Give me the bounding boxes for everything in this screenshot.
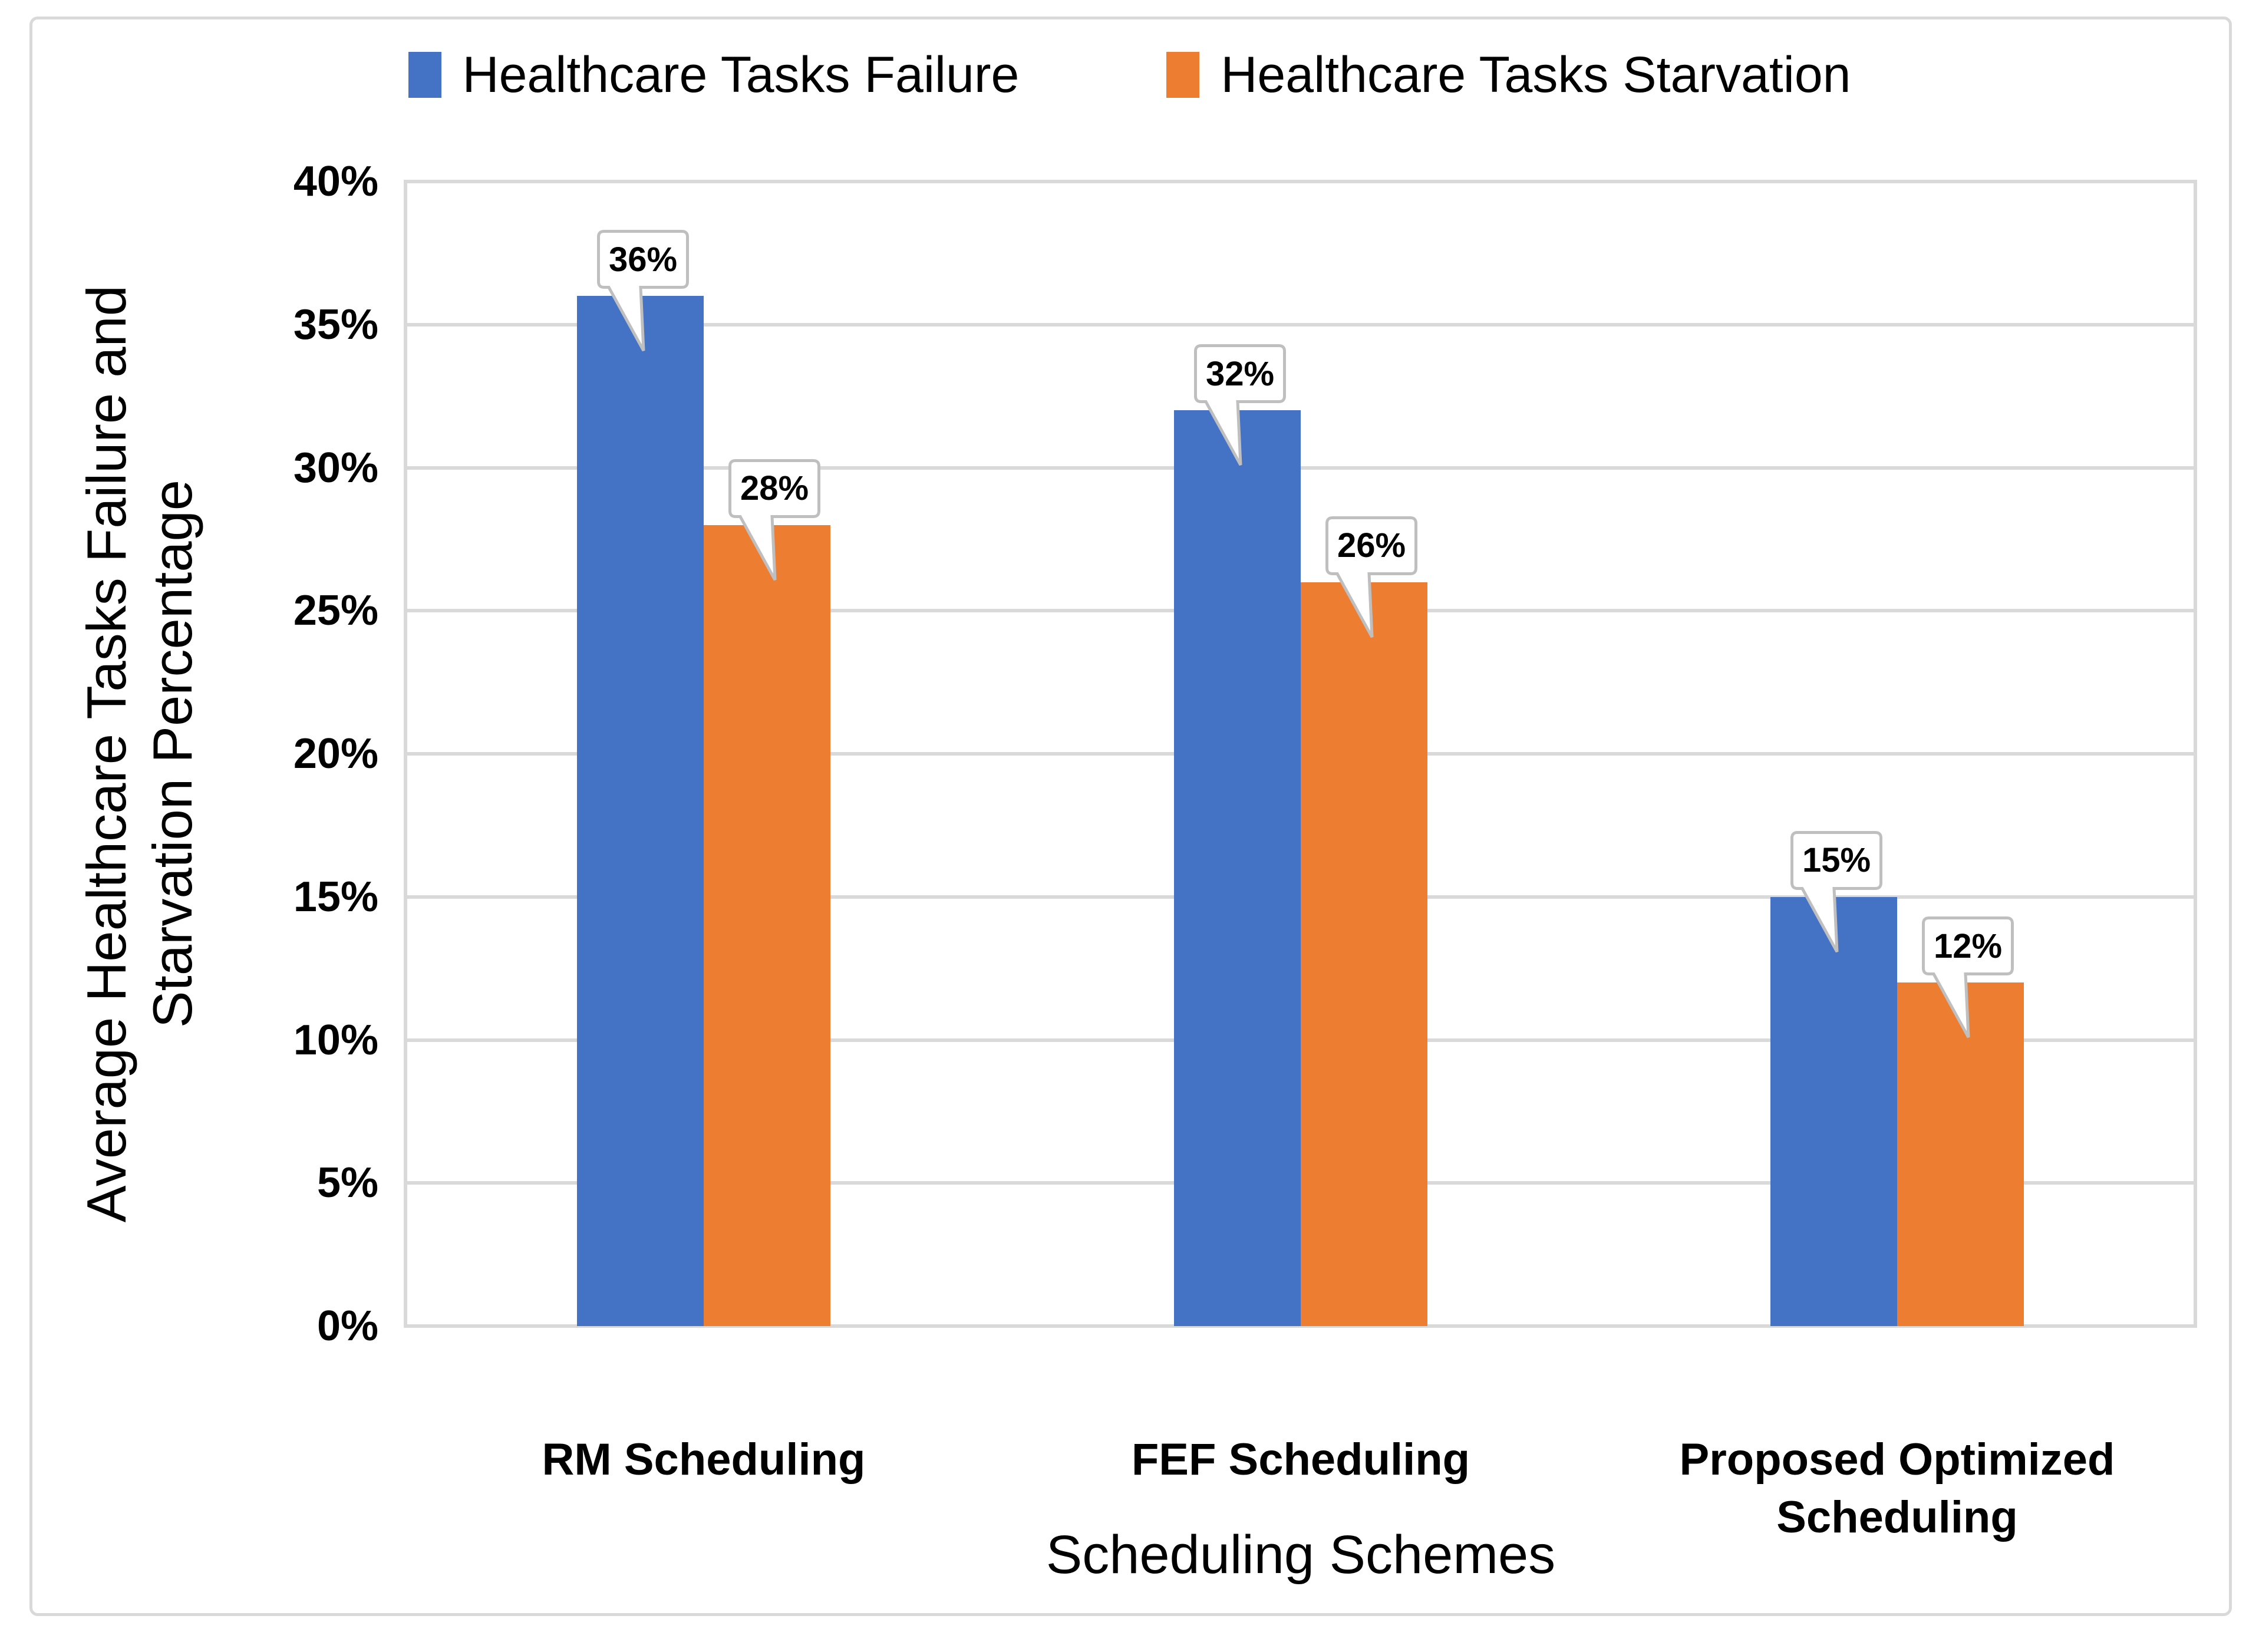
- value-axis-line: [404, 180, 407, 1328]
- bar-healthcare-tasks-failure-proposed-optimized-scheduling: [1770, 896, 1897, 1326]
- data-label-healthcare-tasks-starvation-proposed-optimized-scheduling: 12%: [1933, 926, 2003, 965]
- chart-frame-border: [29, 17, 2232, 1616]
- data-label-callout-pointer: [1194, 344, 1286, 466]
- bar-healthcare-tasks-starvation-fef-scheduling: [1301, 582, 1427, 1326]
- chart-legend: Healthcare Tasks Failure Healthcare Task…: [0, 50, 2259, 100]
- y-tick-label: 25%: [293, 587, 378, 635]
- data-label-healthcare-tasks-failure-proposed-optimized-scheduling: 15%: [1802, 841, 1871, 880]
- data-label-healthcare-tasks-failure-fef-scheduling: 32%: [1205, 354, 1275, 393]
- y-tick-label: 40%: [293, 158, 378, 205]
- category-label-fef-scheduling: FEF Scheduling: [1131, 1435, 1470, 1485]
- bar-healthcare-tasks-starvation-proposed-optimized-scheduling: [1897, 982, 2024, 1326]
- data-label-healthcare-tasks-starvation-fef-scheduling: 26%: [1337, 526, 1406, 565]
- category-label-proposed-optimized-scheduling: Proposed Optimized Scheduling: [1679, 1435, 2115, 1542]
- y-tick-label: 20%: [293, 730, 378, 777]
- legend-swatch-starvation: [1166, 52, 1200, 98]
- bar-healthcare-tasks-starvation-rm-scheduling: [704, 525, 830, 1326]
- x-axis-title: Scheduling Schemes: [1046, 1525, 1556, 1585]
- bar-healthcare-tasks-failure-fef-scheduling: [1174, 410, 1301, 1326]
- bar-healthcare-tasks-failure-rm-scheduling: [577, 296, 704, 1326]
- data-label-healthcare-tasks-failure-rm-scheduling: 36%: [608, 240, 678, 279]
- y-tick-label: 30%: [293, 444, 378, 492]
- y-axis-title-line-1: Average Healthcare Tasks Failure and: [75, 285, 137, 1223]
- y-tick-label: 10%: [293, 1016, 378, 1064]
- gridline: [404, 180, 2197, 183]
- y-tick-label: 5%: [316, 1159, 378, 1207]
- category-label-rm-scheduling: RM Scheduling: [542, 1435, 866, 1485]
- y-tick-label: 0%: [316, 1303, 378, 1350]
- data-label-callout-pointer: [1325, 516, 1417, 638]
- data-label-healthcare-tasks-starvation-rm-scheduling: 28%: [740, 469, 809, 508]
- legend-item-starvation: Healthcare Tasks Starvation: [1166, 50, 1851, 100]
- y-tick-label: 35%: [293, 301, 378, 348]
- plot-border-right: [2194, 180, 2197, 1328]
- y-tick-label: 15%: [293, 873, 378, 921]
- data-label-callout-pointer: [1922, 916, 2014, 1038]
- data-label-callout-pointer: [1790, 830, 1882, 952]
- legend-label-failure: Healthcare Tasks Failure: [462, 47, 1020, 103]
- gridline: [404, 322, 2197, 327]
- legend-label-starvation: Healthcare Tasks Starvation: [1221, 47, 1851, 103]
- x-axis-line: [404, 1324, 2197, 1328]
- legend-swatch-failure: [408, 52, 441, 98]
- legend-item-failure: Healthcare Tasks Failure: [408, 47, 1020, 103]
- data-label-callout-pointer: [728, 459, 820, 581]
- data-label-callout-pointer: [597, 230, 689, 352]
